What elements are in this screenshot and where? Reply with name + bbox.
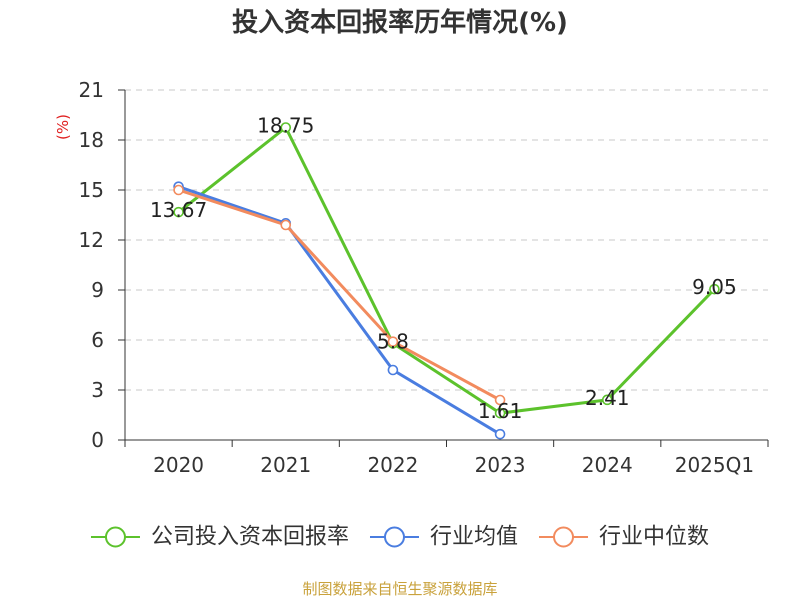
x-tick-label: 2021	[260, 453, 311, 477]
legend-marker	[383, 526, 405, 548]
data-label: 2.41	[585, 386, 630, 410]
series-point-industry-average	[387, 364, 399, 376]
y-tick-label: 18	[79, 128, 104, 152]
x-tick-label: 2025Q1	[675, 453, 754, 477]
y-axis-label: (%)	[54, 114, 72, 140]
grid-layer	[125, 89, 768, 391]
x-tick-label: 2024	[582, 453, 633, 477]
y-tick-label: 12	[79, 228, 104, 252]
y-tick-label: 21	[79, 78, 104, 102]
series-point-company-roic	[280, 122, 292, 133]
legend: 公司投入资本回报率 行业均值 行业中位数	[90, 525, 709, 550]
series-point-company-roic	[173, 206, 184, 218]
series-line-company-roic	[177, 126, 716, 415]
data-label-layer: 13.67 18.75 5.8 1.61 2.41 9.05	[150, 114, 737, 424]
series-point-industry-average	[494, 428, 506, 440]
series-line-industry-median	[177, 188, 502, 402]
legend-label: 行业均值	[430, 525, 518, 550]
legend-marker	[553, 526, 575, 548]
legend-item-industry-average[interactable]: 行业均值	[369, 525, 518, 550]
legend-item-company-roic[interactable]: 公司投入资本回报率	[90, 525, 349, 550]
series-point-industry-median	[173, 184, 184, 196]
data-label: 9.05	[692, 275, 737, 299]
x-tick-label: 2022	[367, 453, 418, 477]
series-point-company-roic	[601, 394, 613, 406]
data-label: 5.8	[377, 329, 409, 353]
legend-item-industry-median[interactable]: 行业中位数	[539, 525, 709, 550]
data-label: 18.75	[257, 114, 314, 138]
legend-marker	[104, 526, 126, 548]
series-point-industry-median	[387, 336, 399, 347]
y-tick-label: 9	[91, 278, 104, 302]
x-tick-label: 2020	[153, 453, 204, 477]
series-point-industry-median	[494, 394, 506, 406]
chart-title: 投入资本回报率历年情况(%)	[232, 7, 568, 38]
source-note: 制图数据来自恒生聚源数据库	[302, 580, 497, 598]
legend-label: 公司投入资本回报率	[151, 525, 349, 550]
series-line-industry-average	[177, 185, 502, 436]
x-tick-label: 2023	[475, 453, 526, 477]
axis-layer: 0 3 6 9 12 15 18 21 2020 2021 2022 2023 2024 2025Q1	[79, 78, 769, 477]
series-point-industry-median	[280, 219, 292, 231]
y-tick-label: 0	[91, 428, 104, 452]
series-point-company-roic	[494, 407, 506, 419]
series-layer	[173, 122, 720, 440]
y-tick-label: 6	[91, 328, 104, 352]
data-label: 13.67	[150, 198, 207, 222]
y-tick-label: 3	[91, 378, 104, 402]
legend-label: 行业中位数	[599, 525, 709, 550]
data-label: 1.61	[478, 399, 523, 423]
series-point-company-roic	[709, 283, 720, 295]
y-tick-label: 15	[79, 178, 104, 202]
